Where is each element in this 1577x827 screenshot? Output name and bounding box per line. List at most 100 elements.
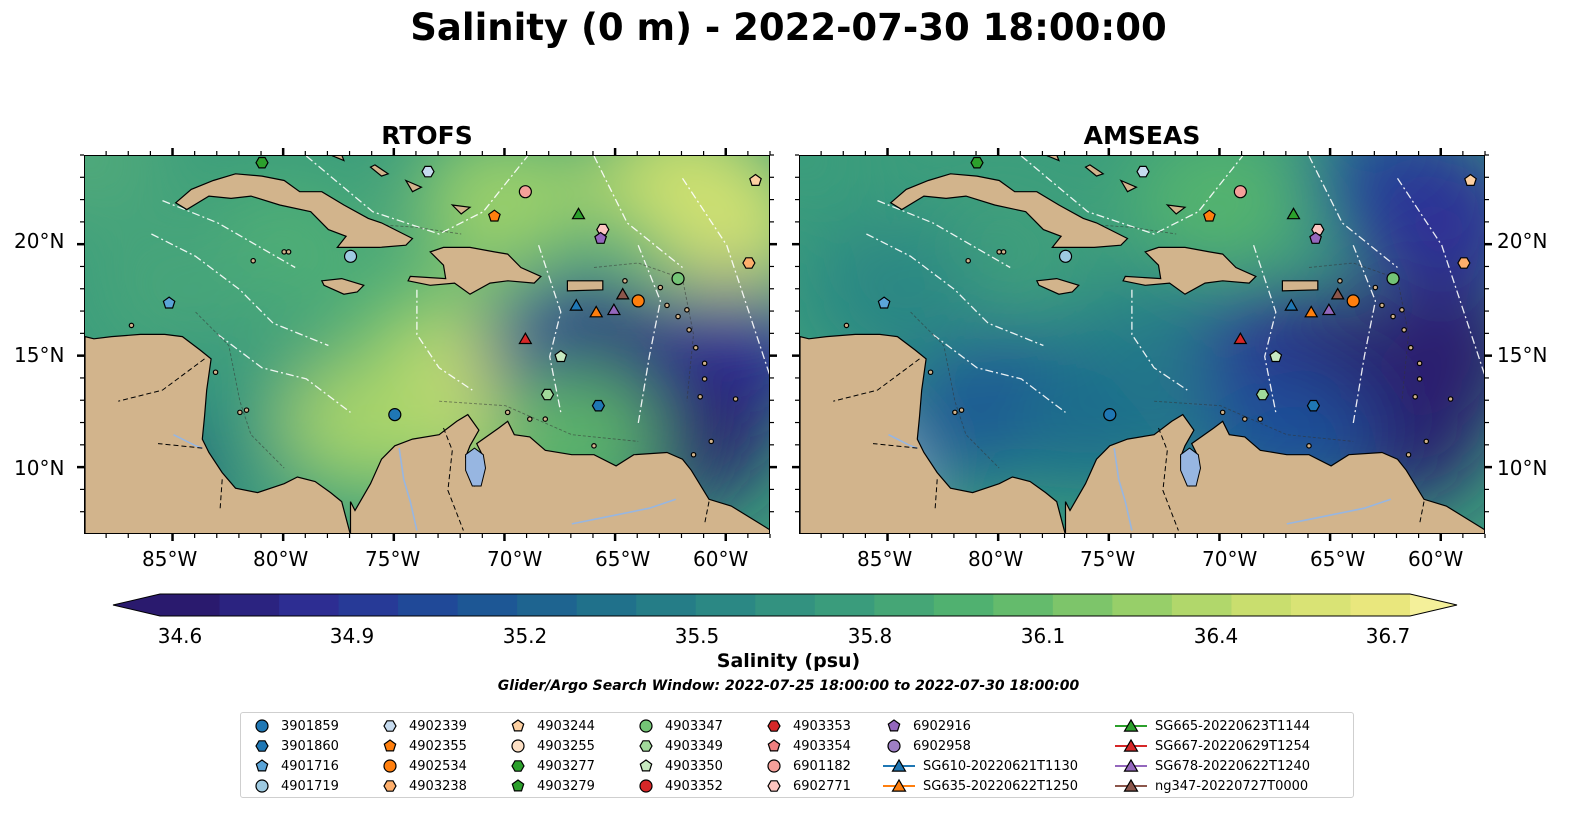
marker-SG610-20220621T1130 (569, 298, 584, 311)
lon-tick-label: 60°W (1408, 547, 1464, 571)
legend-item: 4903350 (635, 756, 723, 776)
colorbar-label: Salinity (psu) (716, 650, 861, 672)
legend-marker-shape (1123, 778, 1139, 792)
legend-marker (383, 759, 397, 773)
marker-6902771 (1311, 223, 1325, 236)
marker-4902355 (487, 209, 501, 222)
colorbar-segment (1231, 594, 1292, 616)
marker-3901860 (1306, 399, 1321, 412)
legend-marker (1115, 718, 1147, 732)
marker-4901719 (1058, 249, 1073, 263)
lon-tick-label: 80°W (253, 547, 309, 571)
marker-4902355 (1202, 209, 1216, 222)
marker-SG665-20220623T1144 (571, 207, 586, 220)
legend-marker-shape (383, 780, 397, 792)
legend-marker-shape (767, 720, 781, 732)
colorbar-segment (279, 594, 340, 616)
legend-marker-shape (891, 778, 907, 792)
legend-marker-shape (255, 779, 269, 793)
legend-item: 3901860 (251, 736, 339, 756)
eez-boundaries (151, 156, 769, 424)
country-borders (118, 358, 710, 531)
legend-marker (1115, 778, 1147, 792)
legend-marker (255, 740, 269, 752)
legend-marker-shape (767, 780, 781, 792)
legend-marker (767, 720, 781, 732)
marker-4901716 (162, 296, 176, 309)
legend-item: SG635-20220622T1250 (883, 776, 1078, 796)
legend-marker (767, 759, 781, 773)
legend-item: SG610-20220621T1130 (883, 756, 1078, 776)
legend-marker (639, 740, 653, 752)
marker-4903350 (554, 349, 568, 363)
lon-tick-label: 85°W (857, 547, 913, 571)
legend-item: 4901719 (251, 776, 339, 796)
marker-6901182 (1233, 185, 1247, 199)
marker-3901859 (1103, 408, 1117, 422)
colorbar-segment (874, 594, 935, 616)
colorbar (112, 593, 1458, 617)
lon-tick-label: 65°W (595, 547, 651, 571)
legend-marker (383, 780, 397, 792)
legend-marker (511, 779, 525, 792)
legend-item: 4903353 (763, 716, 851, 736)
legend-marker-shape (383, 739, 397, 752)
country-borders (833, 358, 1425, 531)
marker-4903349 (1255, 388, 1270, 401)
marker-4903238 (1457, 257, 1471, 269)
colorbar-tick-label: 35.8 (847, 624, 893, 648)
marker-ng347-20220727T0000 (1330, 287, 1345, 300)
salinity-map (800, 156, 1484, 533)
lat-tick-label: 10°N (1497, 456, 1548, 480)
colorbar-segment (695, 594, 756, 616)
lon-tick-label: 70°W (1202, 547, 1258, 571)
lat-tick-label: 15°N (14, 343, 65, 367)
legend-item: 4902355 (379, 736, 467, 756)
lon-tick-label: 70°W (487, 547, 543, 571)
axis-ticks (77, 148, 1492, 541)
legend-label: 6902958 (913, 738, 971, 754)
marker-SG610-20220621T1130 (1284, 298, 1299, 311)
map-panel-rtofs (84, 155, 770, 534)
lon-tick-label: 75°W (1080, 547, 1136, 571)
legend-label: 4903354 (793, 738, 851, 754)
lon-tick-label: 85°W (142, 547, 198, 571)
colorbar-tick-label: 35.2 (502, 624, 548, 648)
legend-label: 4902355 (409, 738, 467, 754)
legend-marker-shape (887, 739, 901, 753)
legend-label: 4902339 (409, 718, 467, 734)
legend-marker (883, 758, 915, 772)
legend-marker-shape (639, 759, 653, 772)
legend-item: SG665-20220623T1144 (1115, 716, 1310, 736)
legend-marker (511, 760, 525, 772)
marker-SG635-20220622T1250 (589, 305, 604, 318)
legend-label: ng347-20220727T0000 (1155, 778, 1309, 794)
salinity-map (85, 156, 769, 533)
legend-marker (1115, 738, 1147, 752)
legend-label: SG635-20220622T1250 (923, 778, 1079, 794)
legend-label: 4903352 (665, 778, 723, 794)
marker-6902916 (594, 231, 608, 244)
legend-item: 4903347 (635, 716, 723, 736)
legend-marker (255, 779, 269, 793)
legend-label: 4903349 (665, 738, 723, 754)
legend-marker-shape (255, 719, 269, 733)
legend-item: 4903349 (635, 736, 723, 756)
legend-item: 4903354 (763, 736, 851, 756)
legend-marker-shape (511, 779, 525, 792)
legend-marker (883, 778, 915, 792)
colorbar-segment (1052, 594, 1113, 616)
legend-item: 6902771 (763, 776, 851, 796)
lat-tick-label: 20°N (14, 229, 65, 253)
legend-item: 4903279 (507, 776, 595, 796)
legend-marker-shape (511, 739, 525, 753)
legend-marker (511, 739, 525, 753)
legend-label: 3901859 (281, 718, 339, 734)
legend-marker (767, 739, 781, 752)
legend-label: 4901716 (281, 758, 339, 774)
legend-item: ng347-20220727T0000 (1115, 776, 1308, 796)
legend-label: SG678-20220622T1240 (1155, 758, 1311, 774)
marker-4903238 (742, 257, 756, 269)
colorbar-tick-label: 34.6 (157, 624, 203, 648)
lon-tick-label: 80°W (968, 547, 1024, 571)
